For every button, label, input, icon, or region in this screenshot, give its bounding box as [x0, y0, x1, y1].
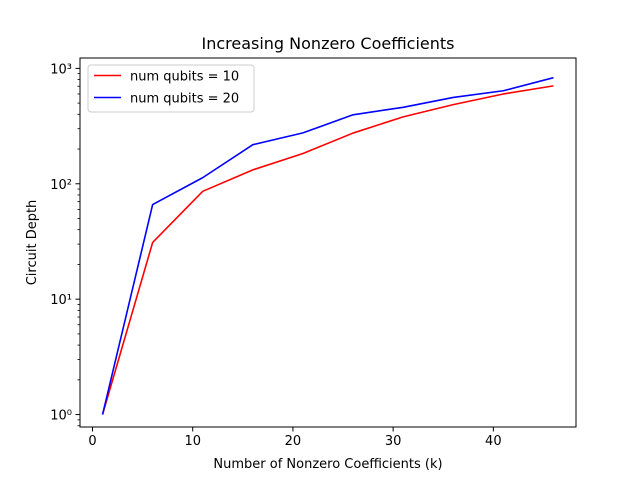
x-axis-ticks: 0 10 20 30 40 — [88, 427, 502, 449]
y-tick-label: 10¹ — [50, 293, 72, 308]
legend-label: num qubits = 10 — [130, 70, 239, 85]
series-line-1 — [101, 85, 554, 415]
series-layer — [101, 76, 554, 415]
legend: num qubits = 10 num qubits = 20 — [87, 64, 255, 113]
x-tick-label: 20 — [285, 434, 302, 449]
y-tick-label: 10³ — [50, 62, 72, 77]
y-tick-label: 10² — [50, 178, 72, 193]
series-line-2 — [101, 76, 554, 415]
chart-title: Increasing Nonzero Coefficients — [201, 34, 454, 53]
x-tick-label: 30 — [385, 434, 402, 449]
legend-label: num qubits = 20 — [130, 92, 239, 107]
y-axis-label: Circuit Depth — [25, 200, 40, 286]
x-axis-label: Number of Nonzero Coefficients (k) — [213, 457, 442, 472]
y-axis-ticks: 10⁰ 10¹ 10² 10³ — [50, 62, 80, 427]
x-tick-label: 0 — [88, 434, 96, 449]
x-tick-label: 10 — [184, 434, 201, 449]
y-tick-label: 10⁰ — [50, 409, 72, 424]
legend-box — [87, 64, 255, 113]
plot-area-frame — [79, 57, 577, 428]
x-tick-label: 40 — [485, 434, 502, 449]
